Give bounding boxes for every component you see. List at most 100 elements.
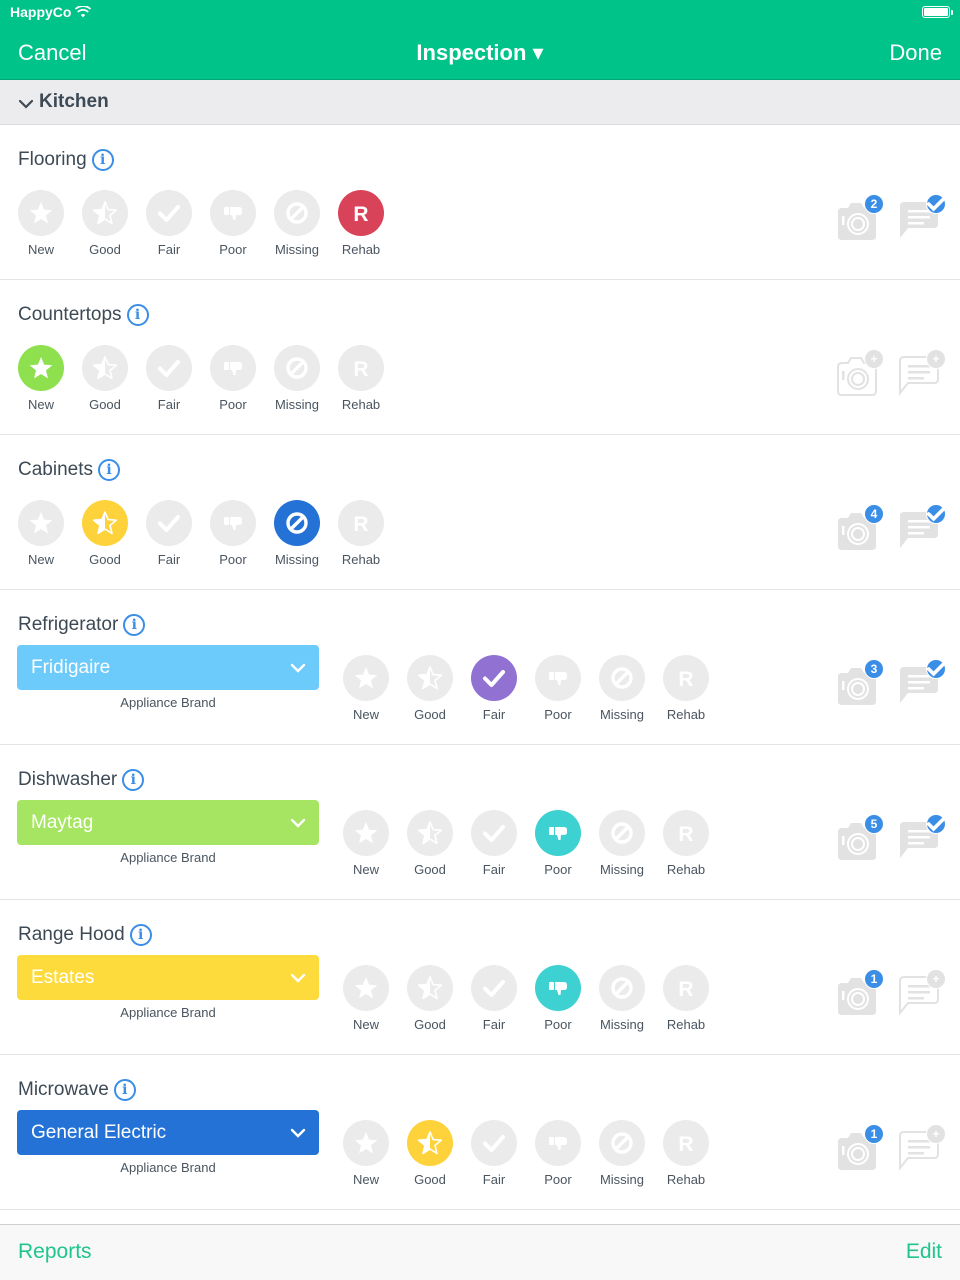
rating-good[interactable]: Good <box>398 965 462 1032</box>
appliance-brand-dropdown[interactable]: Estates <box>17 955 319 1000</box>
check-badge-icon <box>926 504 946 524</box>
comment-icon <box>896 976 942 1021</box>
camera-button[interactable]: + <box>834 349 884 397</box>
rating-rehab[interactable]: R Rehab <box>329 345 393 412</box>
edit-button[interactable]: Edit <box>905 1240 942 1263</box>
rating-new[interactable]: New <box>9 190 73 257</box>
checkmark-icon <box>146 500 192 546</box>
camera-icon <box>834 513 880 556</box>
rating-poor[interactable]: Poor <box>526 1120 590 1187</box>
rating-good[interactable]: Good <box>398 655 462 722</box>
rating-poor[interactable]: Poor <box>526 810 590 877</box>
inspection-title-dropdown[interactable]: Inspection ▾ <box>416 40 544 65</box>
comment-button[interactable]: + <box>896 1124 946 1172</box>
camera-button[interactable]: 1 <box>834 969 884 1017</box>
reports-button[interactable]: Reports <box>18 1240 92 1263</box>
rating-missing[interactable]: Missing <box>265 345 329 412</box>
rating-poor[interactable]: Poor <box>201 345 265 412</box>
rating-label: New <box>352 1172 379 1187</box>
media-actions: + + <box>834 349 946 397</box>
rating-rehab[interactable]: R Rehab <box>654 965 718 1032</box>
item-title: Dishwasher i <box>18 769 145 791</box>
rating-fair[interactable]: Fair <box>137 345 201 412</box>
appliance-brand-dropdown[interactable]: Maytag <box>17 800 319 845</box>
rating-new[interactable]: New <box>334 810 398 877</box>
prohibited-icon <box>274 500 320 546</box>
info-icon[interactable]: i <box>123 614 146 636</box>
rating-good[interactable]: Good <box>73 190 137 257</box>
rating-good[interactable]: Good <box>73 345 137 412</box>
photo-count-badge: 3 <box>864 659 884 679</box>
appliance-brand-dropdown[interactable]: Fridigaire <box>17 645 319 690</box>
comment-button[interactable] <box>896 814 946 862</box>
inspection-item-microwave: Microwave i General Electric Appliance Bran… <box>0 1055 960 1210</box>
rating-label: Poor <box>219 242 247 257</box>
rating-rehab[interactable]: R Rehab <box>329 190 393 257</box>
camera-button[interactable]: 1 <box>834 1124 884 1172</box>
check-badge-icon <box>926 659 946 679</box>
item-title: Refrigerator i <box>18 614 146 636</box>
rating-fair[interactable]: Fair <box>462 965 526 1032</box>
rating-new[interactable]: New <box>334 1120 398 1187</box>
rating-poor[interactable]: Poor <box>526 655 590 722</box>
media-actions: 5 <box>834 814 946 862</box>
info-icon[interactable]: i <box>113 1079 136 1101</box>
done-button[interactable]: Done <box>889 40 942 65</box>
camera-button[interactable]: 5 <box>834 814 884 862</box>
comment-button[interactable]: + <box>896 349 946 397</box>
rating-label: Rehab <box>341 397 381 412</box>
rating-good[interactable]: Good <box>398 810 462 877</box>
rating-new[interactable]: New <box>334 965 398 1032</box>
rating-fair[interactable]: Fair <box>137 190 201 257</box>
rating-new[interactable]: New <box>9 500 73 567</box>
rating-fair[interactable]: Fair <box>462 655 526 722</box>
svg-text:R: R <box>353 358 368 381</box>
camera-button[interactable]: 4 <box>834 504 884 552</box>
cancel-button[interactable]: Cancel <box>18 40 87 65</box>
carrier: HappyCo <box>10 4 92 20</box>
rating-good[interactable]: Good <box>398 1120 462 1187</box>
inspection-item-dishwasher: Dishwasher i Maytag Appliance Brand New Good F… <box>0 745 960 900</box>
checkmark-icon <box>471 655 517 701</box>
comment-button[interactable] <box>896 504 946 552</box>
rating-new[interactable]: New <box>334 655 398 722</box>
rating-rehab[interactable]: R Rehab <box>654 1120 718 1187</box>
rating-missing[interactable]: Missing <box>590 810 654 877</box>
media-actions: 3 <box>834 659 946 707</box>
camera-button[interactable]: 2 <box>834 194 884 242</box>
comment-icon <box>896 822 942 866</box>
rehab-r-icon: R <box>663 1120 709 1166</box>
rating-missing[interactable]: Missing <box>590 1120 654 1187</box>
comment-icon <box>896 356 942 401</box>
appliance-brand-dropdown[interactable]: General Electric <box>17 1110 319 1155</box>
rating-poor[interactable]: Poor <box>526 965 590 1032</box>
rating-missing[interactable]: Missing <box>590 965 654 1032</box>
rating-missing[interactable]: Missing <box>590 655 654 722</box>
rating-poor[interactable]: Poor <box>201 500 265 567</box>
chevron-down-icon <box>290 818 306 828</box>
rating-fair[interactable]: Fair <box>137 500 201 567</box>
rating-rehab[interactable]: R Rehab <box>654 810 718 877</box>
section-header-kitchen[interactable]: Kitchen <box>0 80 960 125</box>
rating-rehab[interactable]: R Rehab <box>654 655 718 722</box>
rating-good[interactable]: Good <box>73 500 137 567</box>
comment-button[interactable] <box>896 194 946 242</box>
brand-value: Fridigaire <box>31 656 111 678</box>
rating-missing[interactable]: Missing <box>265 500 329 567</box>
comment-button[interactable] <box>896 659 946 707</box>
rating-poor[interactable]: Poor <box>201 190 265 257</box>
info-icon[interactable]: i <box>91 149 114 171</box>
comment-button[interactable]: + <box>896 969 946 1017</box>
rating-fair[interactable]: Fair <box>462 810 526 877</box>
info-icon[interactable]: i <box>98 459 120 481</box>
rating-rehab[interactable]: R Rehab <box>329 500 393 567</box>
camera-button[interactable]: 3 <box>834 659 884 707</box>
info-icon[interactable]: i <box>129 924 152 946</box>
rating-missing[interactable]: Missing <box>265 190 329 257</box>
rating-new[interactable]: New <box>9 345 73 412</box>
svg-text:R: R <box>678 978 693 1001</box>
info-icon[interactable]: i <box>126 304 149 326</box>
rating-fair[interactable]: Fair <box>462 1120 526 1187</box>
info-icon[interactable]: i <box>122 769 145 791</box>
prohibited-icon <box>274 190 320 236</box>
